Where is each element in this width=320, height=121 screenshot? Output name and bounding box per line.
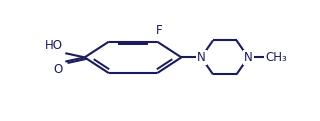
Text: N: N (197, 51, 205, 64)
Text: HO: HO (45, 39, 63, 52)
Text: F: F (156, 23, 163, 37)
Text: CH₃: CH₃ (266, 51, 287, 64)
Text: N: N (244, 51, 253, 64)
Text: O: O (53, 63, 63, 76)
